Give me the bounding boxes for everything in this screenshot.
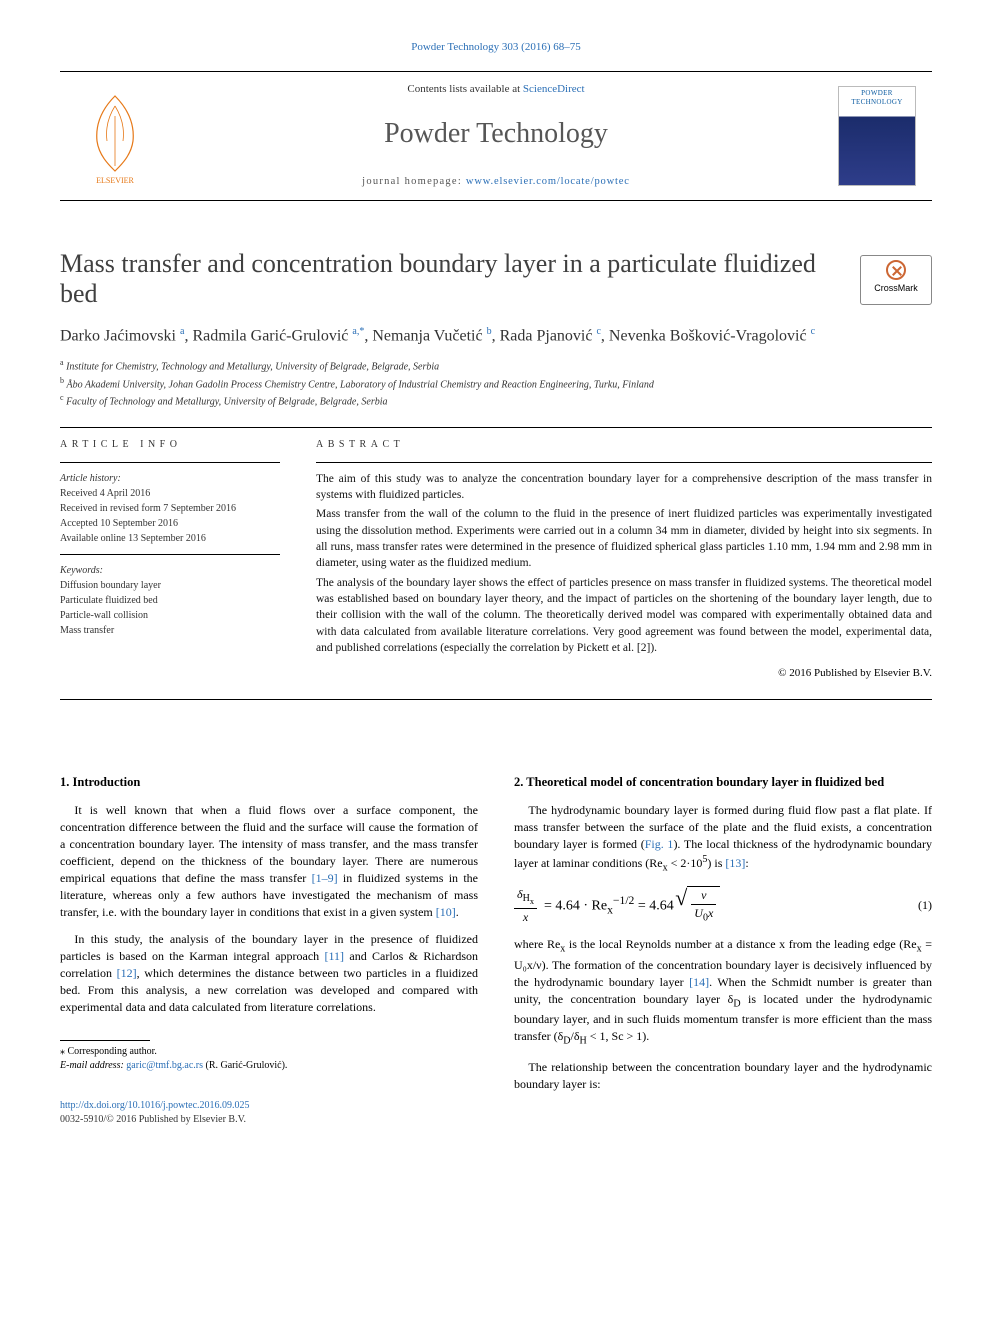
copyright-line: © 2016 Published by Elsevier B.V.: [316, 666, 932, 681]
corresponding-author-note: ⁎ Corresponding author.: [60, 1045, 478, 1059]
abstract-heading: abstract: [316, 438, 932, 452]
affiliations: a Institute for Chemistry, Technology an…: [60, 357, 932, 409]
ref-link-11[interactable]: [11]: [325, 949, 345, 963]
author-list: Darko Jaćimovski a, Radmila Garić-Grulov…: [60, 325, 932, 348]
keyword-item: Mass transfer: [60, 623, 280, 638]
theory-paragraph-3: The relationship between the concentrati…: [514, 1059, 932, 1093]
journal-homepage-link[interactable]: www.elsevier.com/locate/powtec: [466, 176, 630, 187]
abstract-paragraph: The analysis of the boundary layer shows…: [316, 575, 932, 657]
running-head: Powder Technology 303 (2016) 68–75: [60, 40, 932, 55]
intro-paragraph-2: In this study, the analysis of the bound…: [60, 931, 478, 1016]
intro-paragraph-1: It is well known that when a fluid flows…: [60, 802, 478, 921]
journal-cover: POWDER TECHNOLOGY: [822, 76, 932, 196]
equation-number-1: (1): [904, 897, 932, 914]
section-heading-theory: 2. Theoretical model of concentration bo…: [514, 774, 932, 792]
history-item: Accepted 10 September 2016: [60, 516, 280, 531]
separator-rule: [60, 427, 932, 428]
elsevier-tree-icon: ELSEVIER: [75, 86, 155, 186]
section-heading-intro: 1. Introduction: [60, 774, 478, 792]
ref-link-14[interactable]: [14]: [689, 975, 709, 989]
journal-name: Powder Technology: [170, 115, 822, 153]
keyword-item: Particulate fluidized bed: [60, 593, 280, 608]
info-separator: [60, 554, 280, 555]
crossmark-badge[interactable]: CrossMark: [860, 255, 932, 305]
homepage-prefix: journal homepage:: [362, 176, 466, 187]
right-column: 2. Theoretical model of concentration bo…: [514, 774, 932, 1127]
issn-copyright: 0032-5910/© 2016 Published by Elsevier B…: [60, 1113, 478, 1127]
doi-link[interactable]: http://dx.doi.org/10.1016/j.powtec.2016.…: [60, 1100, 250, 1111]
theory-paragraph-1: The hydrodynamic boundary layer is forme…: [514, 802, 932, 876]
abstract-paragraph: The aim of this study was to analyze the…: [316, 471, 932, 504]
equation-1: δHxx = 4.64 · Rex−1/2 = 4.64 νU0x (1): [514, 886, 932, 926]
keyword-item: Diffusion boundary layer: [60, 578, 280, 593]
ref-link-10[interactable]: [10]: [436, 905, 456, 919]
article-history-label: Article history:: [60, 471, 280, 486]
masthead: ELSEVIER Contents lists available at Sci…: [60, 71, 932, 201]
affiliation-line: a Institute for Chemistry, Technology an…: [60, 357, 932, 374]
fig-link-1[interactable]: Fig. 1: [645, 837, 674, 851]
email-author-name: (R. Garić-Grulović).: [203, 1060, 287, 1071]
left-column: 1. Introduction It is well known that wh…: [60, 774, 478, 1127]
sciencedirect-link[interactable]: ScienceDirect: [523, 83, 585, 95]
corresponding-email-link[interactable]: garic@tmf.bg.ac.rs: [126, 1060, 203, 1071]
affiliation-line: c Faculty of Technology and Metallurgy, …: [60, 392, 932, 409]
cover-label: POWDER TECHNOLOGY: [839, 87, 915, 108]
affiliation-line: b Åbo Akademi University, Johan Gadolin …: [60, 375, 932, 392]
article-title: Mass transfer and concentration boundary…: [60, 249, 820, 309]
article-info-column: article info Article history: Received 4…: [60, 438, 280, 681]
publisher-logo: ELSEVIER: [60, 76, 170, 196]
abstract-column: abstract The aim of this study was to an…: [316, 438, 932, 681]
theory-paragraph-2: where Rex is the local Reynolds number a…: [514, 936, 932, 1049]
journal-homepage: journal homepage: www.elsevier.com/locat…: [170, 175, 822, 189]
history-item: Available online 13 September 2016: [60, 531, 280, 546]
contents-prefix: Contents lists available at: [407, 83, 522, 95]
abstract-paragraph: Mass transfer from the wall of the colum…: [316, 506, 932, 571]
history-item: Received 4 April 2016: [60, 486, 280, 501]
abstract-separator: [316, 462, 932, 463]
separator-rule: [60, 699, 932, 700]
email-label: E-mail address:: [60, 1060, 126, 1071]
crossmark-label: CrossMark: [874, 283, 918, 293]
history-item: Received in revised form 7 September 201…: [60, 501, 280, 516]
footnote-rule: [60, 1040, 150, 1041]
ref-link-13[interactable]: [13]: [725, 856, 745, 870]
contents-line: Contents lists available at ScienceDirec…: [170, 82, 822, 97]
article-info-heading: article info: [60, 438, 280, 452]
svg-text:ELSEVIER: ELSEVIER: [96, 176, 134, 185]
info-separator: [60, 462, 280, 463]
doi-block: http://dx.doi.org/10.1016/j.powtec.2016.…: [60, 1099, 478, 1127]
keyword-item: Particle-wall collision: [60, 608, 280, 623]
footnotes: ⁎ Corresponding author. E-mail address: …: [60, 1045, 478, 1073]
crossmark-icon: [886, 260, 906, 280]
ref-link-1-9[interactable]: [1–9]: [312, 871, 338, 885]
ref-link-12[interactable]: [12]: [117, 966, 137, 980]
keywords-label: Keywords:: [60, 563, 280, 578]
